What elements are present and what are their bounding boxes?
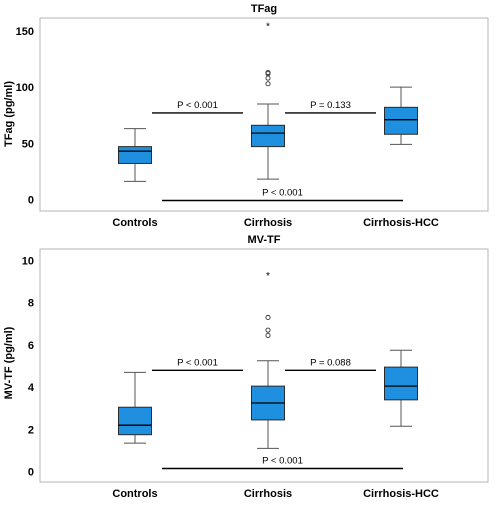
y-tick-label: 8 (28, 298, 34, 310)
y-tick-label: 0 (28, 194, 34, 206)
iqr-box (384, 366, 418, 401)
panel-tfag: TFag TFag (pg/ml) 0 50 100 150 Controls Cir… (3, 3, 489, 229)
x-tick-label: Cirrhosis (244, 488, 292, 500)
iqr-box (251, 124, 285, 148)
iqr-box (118, 406, 152, 436)
x-tick-labels: Controls Cirrhosis Cirrhosis-HCC (112, 217, 439, 229)
outlier-point (265, 332, 271, 338)
chart-title: TFag (251, 3, 277, 15)
y-tick-label: 150 (16, 26, 34, 38)
x-tick-label: Controls (112, 488, 157, 500)
p-value-label: P < 0.001 (177, 357, 218, 368)
outlier-point (265, 327, 271, 333)
y-tick-label: 100 (16, 82, 34, 94)
y-ticks: 0 50 100 150 (16, 26, 34, 206)
boxes: * (118, 271, 418, 449)
extreme-point: * (266, 21, 270, 32)
y-ticks: 0 2 4 6 8 10 (22, 255, 35, 478)
plot-frame (39, 17, 489, 212)
x-tick-labels: Controls Cirrhosis Cirrhosis-HCC (112, 488, 439, 500)
iqr-box (384, 106, 418, 135)
y-tick-label: 4 (28, 382, 35, 394)
box-cirrhosis: * (251, 21, 285, 180)
extreme-point: * (266, 271, 270, 282)
box-cirrhosis: * (251, 271, 285, 449)
box-cirrhosis-hcc (384, 349, 418, 427)
p-value-label: P = 0.133 (310, 100, 351, 111)
chart-title: MV-TF (248, 234, 281, 246)
x-tick-label: Controls (112, 217, 157, 229)
y-tick-label: 10 (22, 255, 34, 267)
y-tick-label: 6 (28, 340, 34, 352)
outlier-point (265, 75, 271, 81)
outlier-point (265, 69, 271, 76)
x-tick-label: Cirrhosis (244, 217, 292, 229)
comparisons: P < 0.001 P = 0.133 P < 0.001 (152, 100, 403, 202)
box-controls (118, 371, 152, 444)
panel-mv-tf: MV-TF MV-TF (pg/ml) 0 2 4 6 8 10 Controls Cir… (3, 234, 489, 500)
p-value-label: P < 0.001 (262, 188, 303, 199)
p-value-label: P < 0.001 (262, 455, 303, 466)
x-tick-label: Cirrhosis-HCC (363, 488, 439, 500)
p-value-label: P < 0.001 (177, 100, 218, 111)
box-cirrhosis-hcc (384, 86, 418, 145)
y-tick-label: 0 (28, 467, 34, 479)
box-controls (118, 128, 152, 182)
y-axis-label: MV-TF (pg/ml) (3, 326, 15, 399)
comparisons: P < 0.001 P = 0.088 P < 0.001 (152, 357, 403, 470)
boxes: * (118, 21, 418, 182)
plot-frame (39, 248, 489, 483)
y-tick-label: 50 (22, 138, 34, 150)
y-tick-label: 2 (28, 424, 34, 436)
x-tick-label: Cirrhosis-HCC (363, 217, 439, 229)
iqr-box (118, 146, 152, 164)
y-axis-label: TFag (pg/ml) (3, 81, 15, 147)
outlier-point (265, 81, 271, 87)
outlier-point (265, 314, 271, 321)
p-value-label: P = 0.088 (310, 357, 351, 368)
